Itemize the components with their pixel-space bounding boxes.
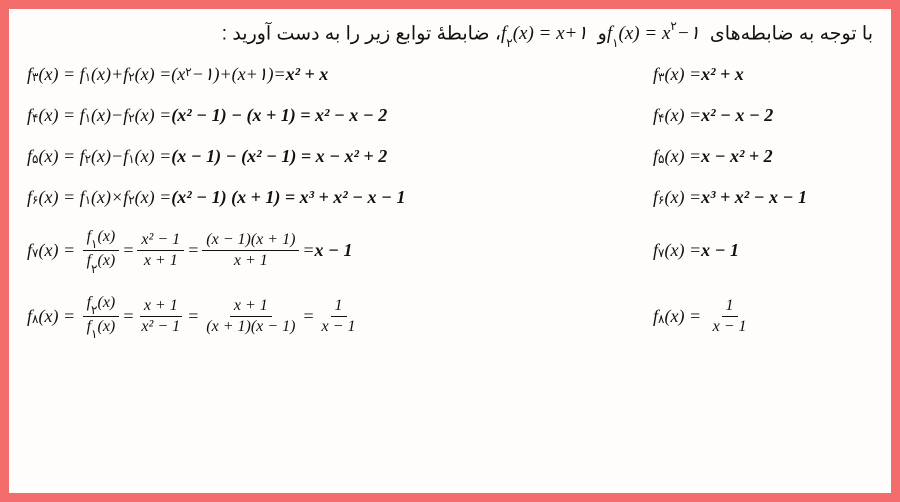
header-prefix: با توجه به ضابطه‌های xyxy=(705,23,873,44)
fraction-step1-f8: x + 1 x² − 1 xyxy=(137,297,184,336)
equation-left-f5: f۵(x) = f۲(x)−f۱(x) = (x − 1) − (x² − 1)… xyxy=(27,146,387,167)
equation-right-f6: f۶(x) = x³ + x² − x − 1 xyxy=(653,187,873,208)
equation-right-f4: f۴(x) = x² − x − 2 xyxy=(653,105,873,126)
equation-row-f8: f۸(x) = f۲(x) f۱(x) = x + 1 x² − 1 = x +… xyxy=(27,294,873,339)
header-conj: و xyxy=(592,23,606,44)
equation-left-f3: f۳(x) = f۱(x)+f۲(x) = (x۲−۱)+(x+۱) = x² … xyxy=(27,64,328,85)
equation-left-f8: f۸(x) = f۲(x) f۱(x) = x + 1 x² − 1 = x +… xyxy=(27,294,362,339)
equation-row-f3: f۳(x) = f۱(x)+f۲(x) = (x۲−۱)+(x+۱) = x² … xyxy=(27,64,873,85)
equation-left-f7: f۷(x) = f۱(x) f۲(x) = x² − 1 x + 1 = (x … xyxy=(27,228,352,273)
fraction-step2-f8: x + 1 (x + 1)(x − 1) xyxy=(202,297,299,336)
equation-left-f6: f۶(x) = f۱(x) × f۲(x) = (x² − 1) (x + 1)… xyxy=(27,187,405,208)
fraction-step1-f7: x² − 1 x + 1 xyxy=(137,231,184,270)
definition-f2: f۲(x) = x+۱ xyxy=(501,23,592,44)
fraction-result-f8: 1 x − 1 xyxy=(318,297,360,336)
fraction-f2-over-f1: f۲(x) f۱(x) xyxy=(83,294,120,339)
problem-statement: با توجه به ضابطه‌های f۱(x) = x۲−۱ و f۲(x… xyxy=(27,21,873,48)
fraction-step2-f7: (x − 1)(x + 1) x + 1 xyxy=(202,231,299,270)
equation-row-f7: f۷(x) = f۱(x) f۲(x) = x² − 1 x + 1 = (x … xyxy=(27,228,873,273)
equation-left-f4: f۴(x) = f۱(x)−f۲(x) = (x² − 1) − (x + 1)… xyxy=(27,105,387,126)
header-suffix: ، ضابطهٔ توابع زیر را به دست آورید : xyxy=(222,23,501,44)
equation-row-f6: f۶(x) = f۱(x) × f۲(x) = (x² − 1) (x + 1)… xyxy=(27,187,873,208)
equation-right-f5: f۵(x) = x − x² + 2 xyxy=(653,146,873,167)
equation-right-f3: f۳(x) = x² + x xyxy=(653,64,873,85)
definition-f1: f۱(x) = x۲−۱ xyxy=(607,23,705,44)
math-worksheet: با توجه به ضابطه‌های f۱(x) = x۲−۱ و f۲(x… xyxy=(9,9,891,493)
fraction-f1-over-f2: f۱(x) f۲(x) xyxy=(83,228,120,273)
equation-right-f7: f۷(x) = x − 1 xyxy=(653,240,873,261)
equation-row-f4: f۴(x) = f۱(x)−f۲(x) = (x² − 1) − (x + 1)… xyxy=(27,105,873,126)
equation-right-f8: f۸(x) = 1 x − 1 xyxy=(653,297,873,336)
fraction-right-f8: 1 x − 1 xyxy=(709,297,751,336)
equation-row-f5: f۵(x) = f۲(x)−f۱(x) = (x − 1) − (x² − 1)… xyxy=(27,146,873,167)
